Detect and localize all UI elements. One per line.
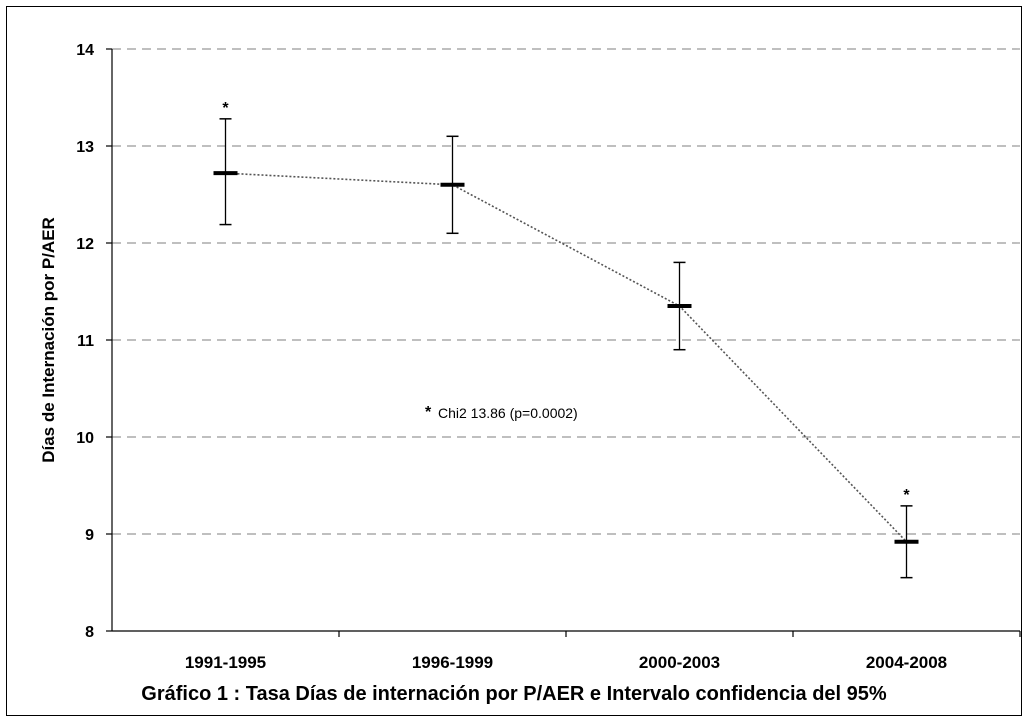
significance-marker: *	[222, 100, 229, 117]
y-tick-label: 10	[76, 430, 94, 447]
y-tick-label: 11	[77, 333, 94, 350]
y-axis-label: Días de Internación por P/AER	[39, 217, 58, 463]
chart-title: Gráfico 1 : Tasa Días de internación por…	[141, 683, 887, 705]
y-ticks: 8 9 10 11 12 13 14	[76, 42, 112, 641]
x-tick-label: 1996-1999	[412, 653, 493, 672]
series-line	[225, 172, 908, 543]
x-tick-label: 2004-2008	[866, 653, 947, 672]
gridlines	[112, 48, 1020, 535]
x-tick-label: 1991-1995	[185, 653, 266, 672]
x-ticks: 1991-1995 1996-1999 2000-2003 2004-2008	[185, 631, 1021, 672]
y-tick-label: 13	[76, 139, 94, 156]
chart-frame	[6, 6, 1022, 716]
series: **	[213, 100, 919, 579]
significance-marker: *	[903, 487, 910, 504]
y-tick-label: 8	[85, 624, 94, 641]
y-tick-label: 14	[76, 42, 94, 59]
annotation-marker: *	[425, 404, 432, 421]
y-tick-label: 9	[85, 527, 94, 544]
y-tick-label: 12	[76, 236, 94, 253]
x-tick-label: 2000-2003	[639, 653, 720, 672]
annotation-text: Chi2 13.86 (p=0.0002)	[438, 405, 578, 421]
